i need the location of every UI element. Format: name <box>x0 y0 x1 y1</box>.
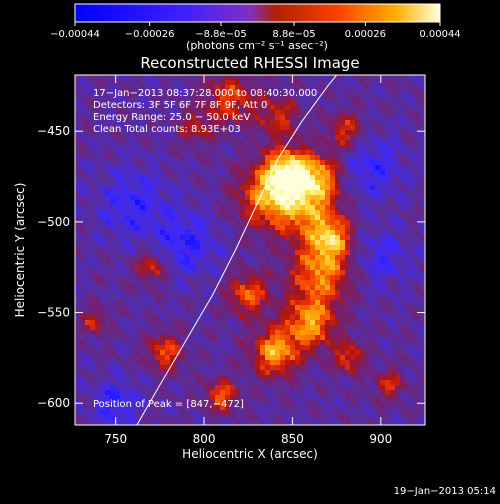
annotation-energy-range: Energy Range: 25.0 − 50.0 keV <box>93 112 250 123</box>
x-tick-label: 900 <box>369 432 392 446</box>
colorbar-tick-label: −0.00026 <box>125 29 175 40</box>
colorbar-ticks: −0.00044 −0.00026 −8.8e−05 8.8e−05 0.00026 0.… <box>50 22 461 40</box>
colorbar: −0.00044 −0.00026 −8.8e−05 8.8e−05 0.00026 0.… <box>50 3 461 52</box>
annotation-clean-counts: Clean Total counts: 8.93E+03 <box>93 124 241 135</box>
x-axis-label: Heliocentric X (arcsec) <box>182 447 318 461</box>
colorbar-tick-label: −8.8e−05 <box>195 29 247 40</box>
y-tick-label: −600 <box>37 396 70 410</box>
x-tick-label: 850 <box>281 432 304 446</box>
x-tick-label: 750 <box>104 432 127 446</box>
chart-title: Reconstructed RHESSI Image <box>140 54 359 72</box>
solar-limb-line <box>136 75 337 425</box>
axis-ticks: 750 800 850 900 −600 −550 −500 −450 <box>37 75 425 446</box>
peak-position-label: Position of Peak = [847,−472] <box>93 399 244 410</box>
colorbar-unit-label: (photons cm⁻² s⁻¹ asec⁻²) <box>186 39 328 52</box>
x-tick-label: 800 <box>193 432 216 446</box>
y-tick-label: −500 <box>37 215 70 229</box>
y-tick-label: −450 <box>37 124 70 138</box>
annotation-block: 17−Jan−2013 08:37:28.000 to 08:40:30.000… <box>93 88 317 135</box>
heatmap-cells <box>75 75 425 425</box>
annotation-time-range: 17−Jan−2013 08:37:28.000 to 08:40:30.000 <box>93 88 317 99</box>
colorbar-gradient <box>74 3 441 23</box>
colorbar-tick-label: 0.00044 <box>419 29 460 40</box>
colorbar-tick-label: 8.8e−05 <box>272 29 315 40</box>
footer-timestamp: 19−Jan−2013 05:14 <box>394 486 496 497</box>
annotation-detectors: Detectors: 3F 5F 6F 7F 8F 9F, Att 0 <box>93 100 267 111</box>
y-axis-label: Heliocentric Y (arcsec) <box>13 183 27 318</box>
plot-frame <box>74 74 426 426</box>
y-tick-label: −550 <box>37 306 70 320</box>
plot-area: 750 800 850 900 −600 −550 −500 −450 17−Jan−2013… <box>37 74 426 446</box>
colorbar-tick-label: −0.00044 <box>50 29 100 40</box>
colorbar-tick-label: 0.00026 <box>345 29 386 40</box>
